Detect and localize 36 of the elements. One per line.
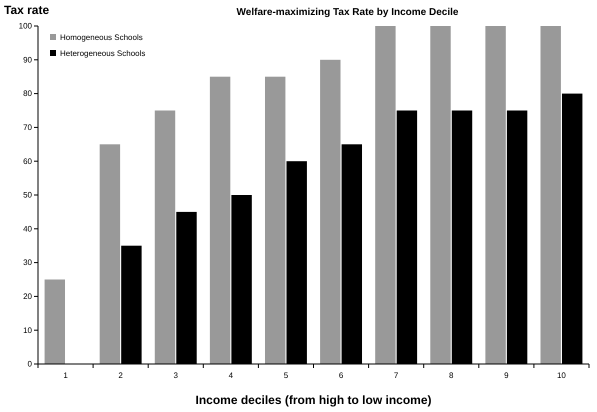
x-tick-label: 6 (338, 371, 344, 380)
bar (375, 26, 396, 364)
x-tick-label: 3 (174, 371, 179, 380)
x-tick-label: 10 (556, 371, 566, 380)
bar (100, 144, 120, 364)
x-tick-label: 5 (284, 371, 289, 380)
y-tick-label: 100 (18, 22, 33, 31)
bar (210, 76, 230, 364)
y-tick-label: 0 (28, 360, 33, 369)
bar (430, 26, 451, 364)
x-tick-label: 1 (63, 371, 68, 380)
x-axis-title: Income deciles (from high to low income) (195, 393, 432, 407)
y-tick-label: 70 (23, 122, 33, 132)
chart-title: Welfare-maximizing Tax Rate by Income Decile (236, 7, 459, 18)
y-axis-title: Tax rate (4, 3, 50, 17)
y-tick-label: 10 (23, 326, 33, 335)
bar (320, 60, 341, 364)
bar (485, 26, 506, 364)
y-tick-label: 80 (23, 89, 33, 98)
x-tick-label: 2 (118, 371, 124, 380)
y-tick-label: 20 (23, 292, 33, 301)
x-tick-label: 8 (449, 371, 454, 380)
y-tick-label: 40 (23, 224, 33, 234)
y-tick-label: 50 (23, 190, 33, 200)
legend-label: Homogeneous Schools (60, 33, 143, 42)
bar (540, 26, 561, 364)
x-tick-label: 7 (394, 371, 399, 380)
y-tick-label: 30 (23, 258, 33, 268)
bar (154, 110, 176, 364)
bar (44, 280, 66, 364)
x-tick-label: 9 (504, 371, 510, 380)
bar (264, 76, 286, 364)
x-tick-label: 4 (228, 371, 234, 380)
y-tick-label: 90 (23, 55, 33, 64)
y-tick-label: 60 (23, 156, 33, 166)
legend-label: Heterogeneous Schools (60, 49, 146, 58)
